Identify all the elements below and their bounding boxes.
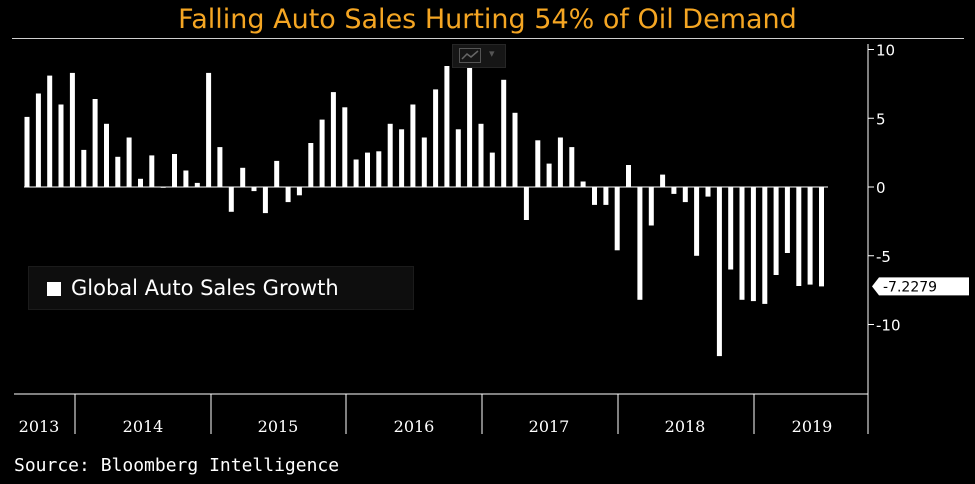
x-tick-label: 2018 (665, 417, 706, 436)
bar (467, 63, 473, 188)
chart-title: Falling Auto Sales Hurting 54% of Oil De… (178, 4, 797, 35)
title-divider (12, 38, 964, 39)
bar (262, 187, 268, 214)
bar (784, 187, 790, 253)
bar (387, 123, 393, 188)
bar (285, 187, 291, 203)
bar (251, 187, 257, 192)
bar (126, 137, 132, 187)
bar (194, 182, 200, 187)
legend-swatch (47, 282, 61, 296)
bar (433, 89, 439, 187)
bar (444, 66, 450, 187)
x-tick-label: 2015 (258, 417, 299, 436)
bar (739, 187, 745, 300)
bar (24, 116, 30, 187)
source-note: Source: Bloomberg Intelligence (14, 455, 340, 476)
bar (807, 187, 813, 285)
bar (376, 151, 382, 188)
bar (92, 99, 98, 187)
bar (569, 147, 575, 187)
bar (149, 155, 155, 187)
bar (115, 156, 121, 188)
bar (773, 187, 779, 275)
bar (648, 187, 654, 226)
bar (296, 187, 302, 196)
bar (81, 149, 87, 187)
bar (489, 152, 495, 187)
bars-group (24, 63, 828, 357)
bar (217, 147, 223, 187)
bar (421, 137, 427, 187)
bar (614, 187, 620, 251)
bar (523, 187, 529, 220)
bar (762, 187, 768, 304)
bar (592, 187, 597, 205)
bar (546, 163, 552, 187)
bar (228, 187, 234, 212)
bar (58, 104, 64, 187)
bar (47, 75, 53, 187)
bar (35, 93, 41, 187)
x-tick-label: 2014 (123, 417, 164, 436)
line-chart-icon (459, 48, 481, 63)
y-tick-label: 10 (876, 42, 895, 60)
y-tick-label: -10 (876, 317, 901, 335)
bar (557, 137, 563, 187)
bar (796, 187, 802, 286)
bar (353, 159, 359, 187)
bar (580, 181, 586, 187)
bar (716, 187, 722, 357)
bar (240, 167, 246, 188)
x-tick-label: 2016 (394, 417, 435, 436)
bar (308, 143, 314, 187)
bar (410, 104, 416, 187)
y-tick-label: 5 (876, 110, 886, 128)
last-value-pointer (872, 277, 879, 296)
x-tick-label: 2019 (792, 417, 833, 436)
x-axis: 2013 2014 2015 2016 2017 2018 2019 (14, 393, 869, 436)
bar (183, 170, 189, 187)
chart-type-button[interactable]: ▾ (452, 44, 506, 68)
chevron-down-icon: ▾ (489, 47, 495, 60)
y-tick-label: -5 (876, 248, 891, 266)
bar (478, 123, 484, 188)
y-axis: 10 5 0 -5 -10 -7.2279 (867, 42, 969, 394)
bar (626, 165, 631, 187)
legend-label: Global Auto Sales Growth (71, 276, 339, 300)
bar (694, 187, 700, 256)
bar (319, 119, 325, 187)
bar (535, 140, 541, 188)
bar (330, 92, 336, 187)
bar (455, 129, 461, 188)
bar (172, 154, 177, 187)
last-value-box (879, 277, 969, 296)
bar (342, 107, 348, 188)
bar (512, 112, 518, 188)
x-tick-label: 2017 (529, 417, 570, 436)
y-tick-label: 0 (876, 179, 886, 197)
bar (365, 152, 370, 187)
bar (660, 174, 666, 187)
x-tick-label: 2013 (19, 417, 60, 436)
bar (399, 129, 405, 188)
bar (138, 178, 143, 188)
bar (705, 187, 711, 197)
bar (750, 187, 756, 302)
bar (206, 72, 212, 187)
last-value-label: -7.2279 (883, 279, 937, 295)
bar (501, 79, 507, 188)
bar (104, 123, 109, 188)
bar (682, 187, 688, 203)
bar (69, 72, 75, 187)
bar (671, 187, 677, 194)
bar (637, 187, 643, 300)
bar (603, 187, 609, 205)
bar (274, 160, 280, 187)
bar (728, 187, 734, 270)
legend: Global Auto Sales Growth (28, 266, 414, 310)
bar (819, 187, 824, 287)
